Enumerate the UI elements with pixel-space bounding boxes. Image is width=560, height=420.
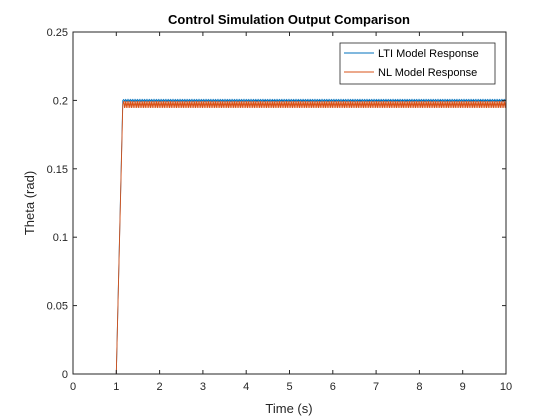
x-tick-label: 6 <box>330 381 336 393</box>
x-tick-label: 2 <box>157 381 163 393</box>
legend-label-nl: NL Model Response <box>378 67 477 79</box>
x-tick-label: 9 <box>460 381 466 393</box>
x-tick-label: 8 <box>416 381 422 393</box>
legend-box <box>339 42 496 85</box>
y-tick-label: 0.15 <box>47 164 68 176</box>
y-tick-label: 0.05 <box>47 301 68 313</box>
x-axis-label: Time (s) <box>265 401 312 416</box>
chart-title: Control Simulation Output Comparison <box>168 12 410 27</box>
x-tick-label: 5 <box>286 381 292 393</box>
x-tick-label: 4 <box>243 381 249 393</box>
series-line-nl <box>73 100 507 375</box>
y-tick-label: 0 <box>62 369 68 381</box>
plot-area <box>73 32 506 374</box>
y-tick-label: 0.1 <box>53 232 68 244</box>
x-tick-label: 7 <box>373 381 379 393</box>
y-tick-label: 0.25 <box>47 27 68 39</box>
legend-label-lti: LTI Model Response <box>378 48 479 60</box>
y-tick-label: 0.2 <box>53 95 68 107</box>
ticks-layer: 0 1 2 3 4 5 6 7 8 9 10 0 0.05 0.1 0.15 0.2 0.25 <box>47 27 513 393</box>
x-tick-label: 10 <box>500 381 512 393</box>
x-tick-label: 3 <box>200 381 206 393</box>
series-line-lti <box>73 98 506 375</box>
x-tick-label: 0 <box>70 381 76 393</box>
legend: LTI Model Response NL Model Response <box>339 42 496 85</box>
x-tick-label: 1 <box>113 381 119 393</box>
series-layer <box>73 98 507 375</box>
y-axis-label: Theta (rad) <box>22 171 37 235</box>
